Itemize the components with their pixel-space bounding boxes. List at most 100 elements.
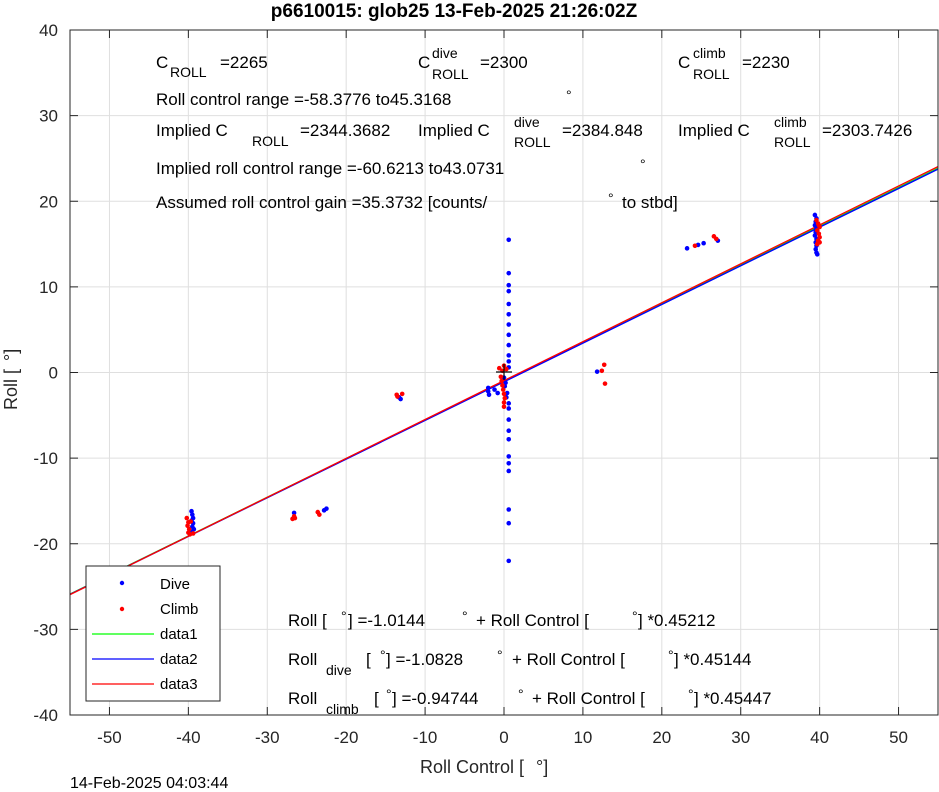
climb-point [816, 222, 822, 228]
svg-text:ROLL: ROLL [693, 66, 730, 82]
y-tick-label: -40 [33, 706, 58, 725]
fit-line-data3 [69, 165, 939, 596]
dive-point [506, 507, 512, 512]
annotation-gain: Assumed roll control gain =35.3732 [coun… [156, 190, 678, 212]
dive-point [506, 468, 512, 474]
dive-point [506, 270, 512, 276]
svg-text:Implied C: Implied C [678, 121, 750, 140]
svg-text:C: C [678, 53, 690, 72]
dive-point [506, 401, 512, 406]
svg-text:°: ° [688, 686, 694, 702]
dive-point [506, 237, 512, 243]
dive-point [506, 322, 512, 327]
dive-point [506, 428, 512, 434]
climb-points [184, 217, 822, 537]
svg-text:=2265: =2265 [220, 53, 268, 72]
climb-point [817, 240, 822, 245]
fit-annotation-climb: Roll climb [ ° ] =-0.94744 ° + Roll Cont… [288, 686, 772, 717]
dive-point [506, 417, 512, 422]
roll-control-range: Roll control range =-58.3776 to45.3168 [156, 90, 451, 109]
climb-point [502, 395, 508, 401]
svg-text:+ Roll Control [: + Roll Control [ [512, 650, 625, 669]
x-tick-label: -20 [334, 728, 359, 747]
chart-title: p6610015: glob25 13-Feb-2025 21:26:02Z [271, 1, 638, 22]
dive-point [492, 387, 497, 392]
y-tick-label: 40 [39, 21, 58, 40]
svg-text:ROLL: ROLL [432, 66, 469, 82]
svg-text:+ Roll Control [: + Roll Control [ [476, 611, 589, 630]
dive-point [812, 233, 818, 238]
climb-point [814, 228, 820, 233]
dive-point [506, 520, 512, 526]
dive-point [506, 454, 512, 459]
implied-roll-control-range: Implied roll control range =-60.6213 to4… [156, 159, 504, 178]
svg-text:] *0.45144: ] *0.45144 [674, 650, 752, 669]
climb-point [692, 243, 698, 249]
dive-point [814, 252, 820, 257]
svg-text:=2300: =2300 [480, 53, 528, 72]
legend-label-dive: Dive [160, 576, 190, 593]
climb-point [399, 391, 405, 397]
dive-point [506, 332, 512, 338]
svg-text:] =-1.0144: ] =-1.0144 [348, 611, 425, 630]
x-tick-label: -40 [176, 728, 201, 747]
dive-point [189, 508, 194, 514]
dive-point [506, 301, 512, 307]
dive-point [506, 406, 512, 411]
climb-point [814, 217, 819, 223]
svg-text:Roll [: Roll [ [288, 611, 327, 630]
svg-text:dive: dive [326, 662, 352, 678]
y-tick-label: 30 [39, 107, 58, 126]
dive-point [506, 359, 512, 364]
svg-text:ROLL: ROLL [514, 134, 551, 150]
climb-point [501, 400, 507, 405]
legend-label-data1: data1 [160, 626, 198, 643]
y-tick-label: 20 [39, 192, 58, 211]
svg-text:°: ° [518, 686, 524, 702]
climb-point [602, 381, 608, 386]
dive-point [506, 342, 512, 348]
legend-label-data2: data2 [160, 651, 198, 668]
svg-text:+ Roll Control [: + Roll Control [ [532, 689, 645, 708]
dive-point [190, 512, 195, 517]
svg-text:=2230: =2230 [742, 53, 790, 72]
svg-text:dive: dive [432, 45, 458, 61]
climb-point [501, 404, 507, 410]
svg-text:C: C [156, 53, 168, 72]
dive-point [321, 508, 327, 513]
dive-point [503, 380, 508, 386]
stray-degree-mark: ° [566, 87, 572, 103]
dive-point [701, 240, 706, 246]
x-tick-label: 0 [499, 728, 508, 747]
svg-text:°: ° [497, 647, 503, 663]
svg-text:climb: climb [326, 701, 359, 717]
x-tick-label: 50 [889, 728, 908, 747]
fit-annotation-all: Roll [ ° ] =-1.0144 ° + Roll Control [ °… [288, 608, 716, 630]
timestamp: 14-Feb-2025 04:03:44 [70, 775, 228, 792]
svg-text:climb: climb [693, 45, 726, 61]
climb-point [501, 391, 507, 397]
svg-text:°: ° [380, 647, 386, 663]
svg-text:ROLL: ROLL [170, 64, 207, 80]
svg-text:[: [ [374, 689, 379, 708]
climb-point [395, 394, 400, 399]
svg-text:Implied C: Implied C [156, 121, 228, 140]
annotation-implied-c-climb: Implied C climb ROLL =2303.7426 [678, 114, 912, 150]
dive-point [506, 282, 512, 288]
climb-point [292, 515, 298, 521]
x-tick-label: -30 [255, 728, 280, 747]
y-tick-labels: -40 -30 -20 -10 0 10 20 30 40 [33, 21, 58, 725]
climb-point [816, 231, 822, 237]
svg-text:[: [ [366, 650, 371, 669]
svg-text:] *0.45447: ] *0.45447 [694, 689, 772, 708]
svg-text:] =-1.0828: ] =-1.0828 [386, 650, 463, 669]
annotation-implied-c: Implied C ROLL =2344.3682 [156, 121, 390, 149]
dive-point [495, 390, 500, 396]
x-axis-label: Roll Control [°] [420, 757, 548, 777]
x-tick-label: -50 [97, 728, 122, 747]
svg-text:=2303.7426: =2303.7426 [822, 121, 912, 140]
climb-point [317, 512, 322, 517]
svg-text:°: ° [386, 686, 392, 702]
y-tick-label: 0 [49, 364, 58, 383]
